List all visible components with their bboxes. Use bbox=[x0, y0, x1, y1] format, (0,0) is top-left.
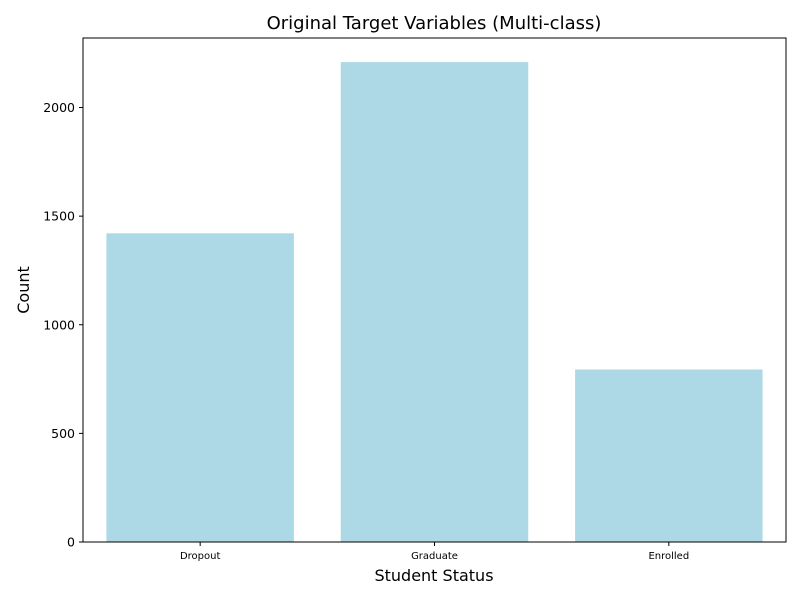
bars-layer bbox=[106, 62, 763, 543]
y-tick-label-2000: 2000 bbox=[43, 100, 75, 115]
y-tick-label-0: 0 bbox=[67, 535, 75, 550]
x-tick-label-graduate: Graduate bbox=[411, 551, 458, 562]
bar-dropout bbox=[106, 233, 294, 543]
y-ticks-layer: 0 500 1000 1500 2000 bbox=[43, 100, 83, 550]
y-tick-label-1500: 1500 bbox=[43, 209, 75, 224]
x-axis-label: Student Status bbox=[374, 566, 493, 585]
x-tick-label-enrolled: Enrolled bbox=[648, 551, 689, 562]
bar-enrolled bbox=[575, 369, 763, 542]
y-tick-label-500: 500 bbox=[51, 426, 75, 441]
bar-graduate bbox=[340, 62, 529, 542]
x-tick-label-dropout: Dropout bbox=[180, 551, 221, 562]
chart-title: Original Target Variables (Multi-class) bbox=[267, 13, 602, 34]
plot-frame bbox=[82, 37, 787, 543]
y-tick-label-1000: 1000 bbox=[43, 317, 75, 332]
x-ticks-layer: Dropout Graduate Enrolled bbox=[180, 542, 689, 562]
y-axis-label: Count bbox=[14, 266, 33, 314]
